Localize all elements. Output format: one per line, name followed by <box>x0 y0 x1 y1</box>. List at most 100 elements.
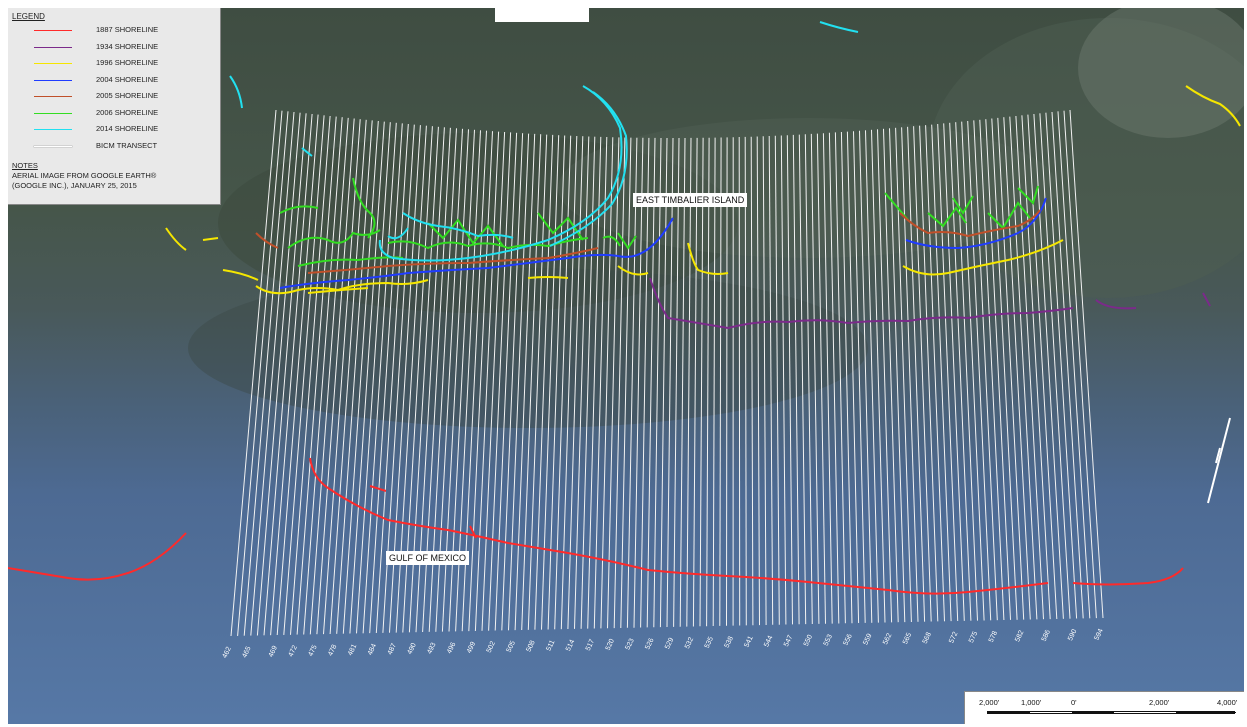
shoreline-1887 <box>8 457 1184 595</box>
transect-line <box>461 130 487 632</box>
transect-line <box>853 131 866 623</box>
transect-line <box>768 135 774 625</box>
transect-line <box>907 126 926 622</box>
transect-tick-label: 578 <box>988 630 999 644</box>
transect-line <box>607 137 620 629</box>
legend-swatch <box>34 79 72 81</box>
transect-line <box>349 121 385 634</box>
transect-line <box>1015 115 1044 620</box>
transect-line <box>901 127 919 622</box>
legend-items: 1887 SHORELINE 1934 SHORELINE 1996 SHORELI… <box>12 25 220 157</box>
transect-line <box>1039 113 1071 619</box>
transect-tick-label: 586 <box>1041 629 1052 643</box>
transect-line <box>356 122 391 634</box>
transect-line <box>620 137 632 629</box>
transect-line <box>501 133 524 631</box>
legend-item: 2004 SHORELINE <box>12 75 220 92</box>
island-label: EAST TIMBALIER ISLAND <box>633 193 748 207</box>
scale-bar: 2,000' 1,000' 0' 2,000' 4,000' <box>964 691 1244 724</box>
transect-line <box>828 132 840 624</box>
transect-line <box>256 112 301 636</box>
legend-item: 2014 SHORELINE <box>12 124 220 141</box>
legend-label: 1887 SHORELINE <box>96 25 159 34</box>
transect-tick-label: 572 <box>948 631 959 645</box>
transect-line <box>991 118 1018 620</box>
transect-line <box>474 131 500 632</box>
transect-line <box>719 137 722 626</box>
transect-line <box>316 118 355 635</box>
transect-line <box>382 124 415 633</box>
shoreline-2005 <box>255 209 1041 274</box>
transect-line <box>329 119 367 635</box>
transect-line <box>816 133 826 624</box>
scale-label: 0' <box>1071 698 1077 707</box>
transect-line <box>593 136 608 629</box>
transect-tick-label: 526 <box>644 637 655 651</box>
transect-line <box>369 123 403 634</box>
legend-swatch <box>34 63 72 65</box>
transect-line <box>699 137 704 627</box>
transect-tick-label: 493 <box>426 642 437 656</box>
legend-swatch <box>34 46 72 48</box>
transect-line <box>455 130 481 632</box>
transect-line <box>859 130 873 623</box>
transect-line <box>541 135 560 630</box>
transect-line <box>1021 115 1051 620</box>
transect-line <box>653 137 662 628</box>
transect-line <box>263 113 307 636</box>
scale-label: 4,000' <box>1217 698 1238 707</box>
transect-tick-label: 568 <box>922 631 933 645</box>
transect-line <box>435 128 463 632</box>
transect-tick-label: 559 <box>862 633 873 647</box>
transect-line <box>889 128 906 623</box>
transect-tick-label: 523 <box>625 637 636 651</box>
transect-tick-label: 547 <box>783 634 794 648</box>
transect-line <box>686 137 692 627</box>
aerial-map: 462 465 469 472 475 478 481 484 487 490 493 496 499 5… <box>8 8 1244 659</box>
transect-tick-label: 541 <box>743 635 754 649</box>
transect-line <box>422 127 451 633</box>
legend-item: BICM TRANSECT <box>12 141 220 158</box>
transect-line <box>786 135 793 625</box>
legend-swatch <box>34 112 72 114</box>
transect-line <box>362 122 397 634</box>
legend-label: BICM TRANSECT <box>96 140 158 150</box>
transect-line <box>1027 114 1058 620</box>
transect-line <box>997 117 1025 620</box>
transect-tick-label: 478 <box>327 644 338 658</box>
transect-tick-label: 582 <box>1014 629 1025 643</box>
transect-line <box>834 132 846 624</box>
transect-line <box>792 134 800 625</box>
transect-line <box>395 125 427 633</box>
transect-tick-label: 499 <box>466 641 477 655</box>
north-arrow-icon <box>1207 417 1231 504</box>
gulf-label: GULF OF MEXICO <box>386 551 470 565</box>
transect-line <box>633 137 644 628</box>
transect-tick-label: 517 <box>585 638 596 652</box>
transect-line <box>762 136 767 626</box>
legend-swatch <box>34 96 72 98</box>
transect-line <box>283 115 325 635</box>
notes-title: NOTES <box>12 161 38 170</box>
legend: LEGEND 1887 SHORELINE 1934 SHORELINE 1996 … <box>8 8 221 205</box>
transect-tick-label: 490 <box>407 642 418 656</box>
notes-line: (GOOGLE INC.), JANUARY 25, 2015 <box>12 181 137 190</box>
transect-tick-label: 538 <box>724 635 735 649</box>
transect-line <box>547 135 566 630</box>
transect-line <box>985 119 1011 620</box>
transect-line <box>336 120 373 634</box>
transect-line <box>1033 113 1064 619</box>
transect-line <box>726 137 728 626</box>
transect-line <box>846 131 860 624</box>
transect-line <box>587 136 602 629</box>
transect-tick-label: 475 <box>307 644 318 658</box>
transect-line <box>613 137 626 629</box>
transect-tick-label: 520 <box>605 638 616 652</box>
scale-bar-graphic <box>987 711 1236 714</box>
transect-line <box>877 129 893 623</box>
transect-line <box>296 116 337 635</box>
transect-line <box>560 135 578 630</box>
transect-tick-label: 529 <box>664 637 675 651</box>
transect-line <box>342 120 379 634</box>
transect-line <box>780 135 787 625</box>
